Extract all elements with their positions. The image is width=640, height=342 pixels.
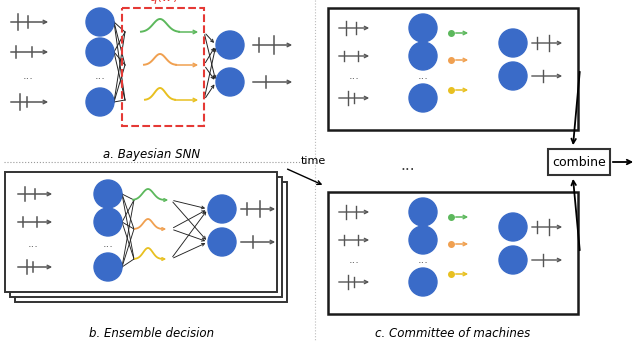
- Circle shape: [86, 8, 114, 36]
- Circle shape: [409, 198, 437, 226]
- Circle shape: [208, 228, 236, 256]
- Circle shape: [94, 180, 122, 208]
- FancyBboxPatch shape: [548, 149, 610, 175]
- Circle shape: [409, 226, 437, 254]
- Circle shape: [499, 29, 527, 57]
- Text: ...: ...: [102, 239, 113, 249]
- Circle shape: [208, 195, 236, 223]
- Text: ...: ...: [349, 71, 360, 81]
- Circle shape: [499, 213, 527, 241]
- Circle shape: [94, 208, 122, 236]
- Text: a. Bayesian SNN: a. Bayesian SNN: [104, 148, 200, 161]
- Circle shape: [499, 62, 527, 90]
- Text: b. Ensemble decision: b. Ensemble decision: [90, 327, 214, 340]
- FancyBboxPatch shape: [328, 192, 578, 314]
- Circle shape: [86, 38, 114, 66]
- Circle shape: [216, 68, 244, 96]
- Circle shape: [94, 253, 122, 281]
- Text: $q(w)$: $q(w)$: [148, 0, 177, 6]
- Text: ...: ...: [349, 255, 360, 265]
- FancyBboxPatch shape: [328, 8, 578, 130]
- Circle shape: [86, 88, 114, 116]
- Circle shape: [216, 31, 244, 59]
- Text: ...: ...: [22, 71, 33, 81]
- Text: time: time: [301, 156, 326, 166]
- FancyBboxPatch shape: [15, 182, 287, 302]
- Circle shape: [409, 42, 437, 70]
- Circle shape: [499, 246, 527, 274]
- Text: c. Committee of machines: c. Committee of machines: [376, 327, 531, 340]
- Text: ...: ...: [28, 239, 38, 249]
- Circle shape: [409, 268, 437, 296]
- Text: ...: ...: [417, 71, 428, 81]
- Text: ...: ...: [417, 255, 428, 265]
- Text: ...: ...: [401, 158, 415, 172]
- Text: ...: ...: [95, 71, 106, 81]
- Circle shape: [409, 84, 437, 112]
- Circle shape: [409, 14, 437, 42]
- Text: combine: combine: [552, 156, 606, 169]
- FancyBboxPatch shape: [10, 177, 282, 297]
- FancyBboxPatch shape: [5, 172, 277, 292]
